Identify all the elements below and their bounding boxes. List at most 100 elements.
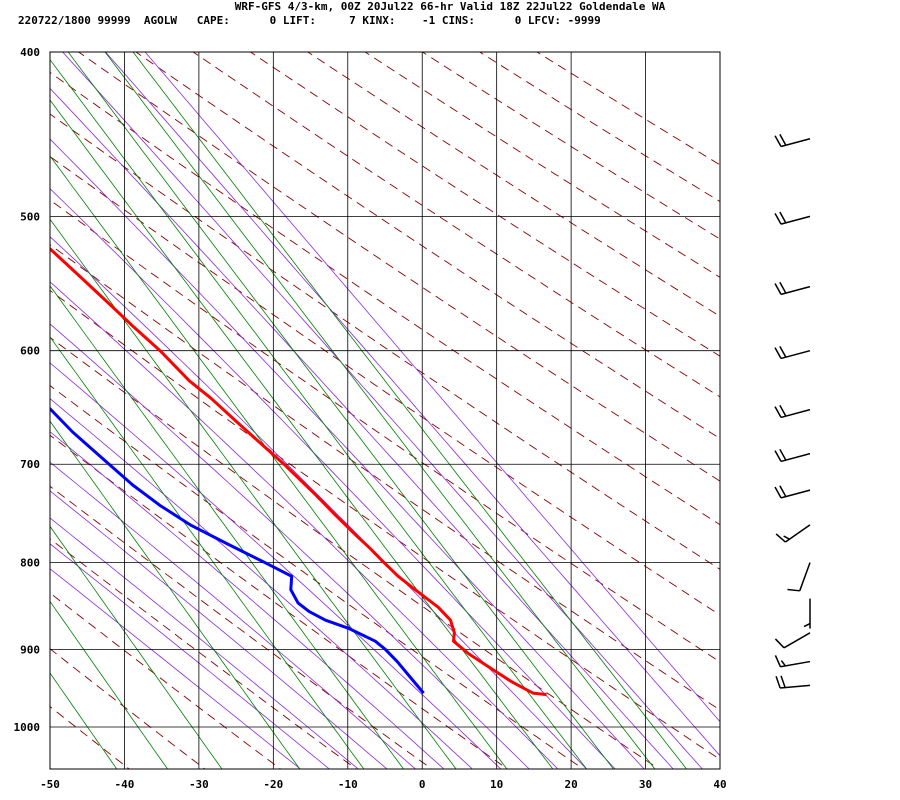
mixing-ratio-line [50,600,169,769]
barb-feather [774,406,782,418]
mixing-ratio-line [50,336,365,769]
moist-adiabat [50,281,559,769]
temperature-profile [50,246,547,697]
dry-adiabat [50,385,584,769]
mixing-ratio-line [50,218,457,769]
moist-adiabat [50,138,645,769]
profiles [50,246,547,697]
dry-adiabat [478,52,720,203]
dry-adiabat [50,336,660,769]
moist-adiabat [104,52,720,757]
barb-feather [774,486,782,499]
barb-staff [799,562,811,592]
wind-barb [774,281,811,296]
plot-frame [49,51,721,770]
barb-feather [780,660,786,667]
y-tick-label: 700 [20,458,40,471]
y-tick-labels: 400 500 600 700 800 900 1000 [14,46,41,734]
mixing-ratio-line [50,155,508,769]
dry-adiabat [249,52,720,357]
x-tick-label: -50 [40,778,60,791]
barb-feather [787,588,800,592]
wind-barb [774,485,811,499]
moist-adiabat [50,236,587,769]
x-tick-label: 10 [490,778,503,791]
moist-adiabat [50,362,502,769]
x-tick-label: -30 [189,778,209,791]
x-tick-label: -10 [338,778,358,791]
mixing-ratio-line [50,420,301,769]
mixing-ratio-line [50,672,118,769]
dry-adiabat [421,52,720,240]
mixing-ratio-line [50,99,554,769]
mixing-ratio-line [67,52,614,769]
barb-feather [783,535,790,540]
x-tick-labels: -50 -40 -30 -20 -10 0 10 20 30 40 [40,778,727,791]
mixing-ratio-line [50,525,223,769]
barb-feather [775,533,786,543]
barb-feather [779,345,787,358]
x-tick-label: 20 [564,778,577,791]
barb-feather [779,485,787,497]
dry-adiabat [536,52,720,166]
mixing-ratio-line [104,52,656,769]
dry-adiabat [306,52,720,317]
moist-adiabat [50,490,388,769]
wind-barb [774,404,811,419]
barb-feather [779,211,787,224]
grid [49,51,721,769]
x-tick-label: -20 [263,778,283,791]
x-tick-label: 0 [419,778,426,791]
moist-adiabat [50,461,417,769]
dry-adiabat [50,199,720,663]
wind-barb [774,134,811,148]
barb-feather [774,347,782,359]
dry-adiabat [50,706,130,769]
moist-adiabat [50,188,616,769]
x-tick-label: 40 [713,778,726,791]
y-tick-label: 600 [20,345,40,358]
barb-feather [774,450,782,462]
barb-feather [774,283,782,295]
dry-adiabat [50,289,720,760]
dry-adiabat [50,592,282,769]
dry-adiabat [50,113,720,570]
barb-feather [779,404,787,417]
wind-barb [803,598,811,629]
y-tick-label: 800 [20,557,40,570]
x-tick-label: -40 [115,778,135,791]
moist-adiabat [50,543,330,769]
dry-adiabat [192,52,720,398]
dry-adiabat [50,156,720,616]
sounding-indices: 220722/1800 99999 AGOLW CAPE: 0 LIFT: 7 … [18,14,601,27]
moist-adiabat [50,323,530,769]
dewpoint-profile [50,406,425,695]
barb-feather [774,655,782,668]
page-title: WRF-GFS 4/3-km, 00Z 20Jul22 66-hr Valid … [234,0,666,13]
wind-barb [774,655,811,668]
barb-feather [780,675,786,688]
mixing-ratio-line [50,58,588,769]
dry-adiabat [364,52,720,278]
moist-adiabat [50,568,301,769]
wind-barb [774,345,811,360]
x-tick-label: 30 [639,778,652,791]
y-tick-label: 400 [20,46,40,59]
wind-barbs [774,134,811,689]
moist-adiabat [50,517,359,769]
dry-adiabat [50,648,206,769]
barb-feather [774,212,782,225]
moist-adiabat [50,87,674,769]
moist-adiabat [50,431,445,769]
dry-adiabat [50,244,720,711]
barb-feather [803,622,811,628]
mixing-ratio-line [132,52,688,769]
y-tick-label: 900 [20,643,40,656]
wind-barb [774,211,811,225]
barb-feather [774,638,785,649]
dry-adiabat [135,52,720,440]
wind-barb [787,562,811,592]
wind-barb [775,675,811,689]
moist-adiabat [50,398,473,769]
